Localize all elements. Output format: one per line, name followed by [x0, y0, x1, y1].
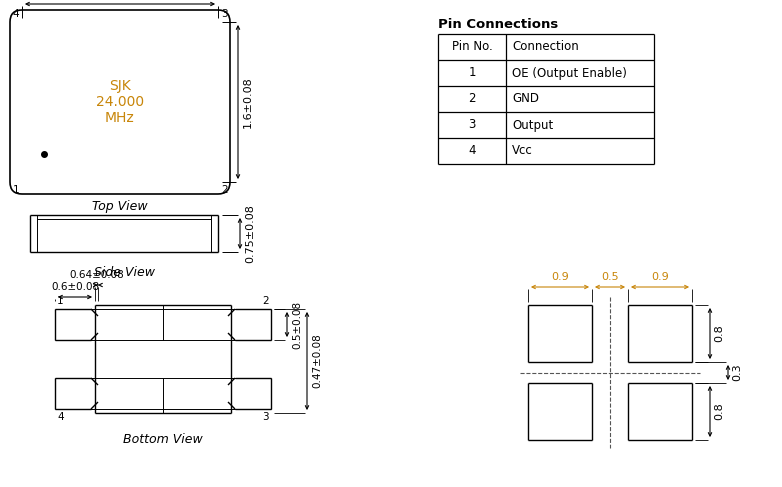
Text: 2: 2	[263, 296, 269, 306]
Text: Bottom View: Bottom View	[123, 433, 203, 446]
Text: 3: 3	[221, 9, 228, 19]
Text: SJK: SJK	[109, 79, 131, 93]
Text: Pin No.: Pin No.	[452, 40, 493, 54]
FancyBboxPatch shape	[10, 10, 230, 194]
Text: 4: 4	[468, 145, 475, 157]
Text: Connection: Connection	[512, 40, 579, 54]
Text: Output: Output	[512, 118, 553, 131]
Text: 0.5: 0.5	[601, 272, 619, 282]
Text: 3: 3	[468, 118, 475, 131]
Text: 2: 2	[221, 185, 228, 195]
Text: 0.64±0.08: 0.64±0.08	[69, 270, 124, 280]
Text: 0.9: 0.9	[651, 272, 669, 282]
Text: 24.000: 24.000	[96, 95, 144, 109]
Text: 0.3: 0.3	[732, 364, 742, 381]
Text: 0.5±0.08: 0.5±0.08	[292, 300, 302, 349]
Text: 0.6±0.08: 0.6±0.08	[51, 282, 99, 292]
Text: Top View: Top View	[92, 200, 148, 213]
Text: 0.8: 0.8	[714, 325, 724, 342]
Text: 0.9: 0.9	[551, 272, 569, 282]
Text: 0.8: 0.8	[714, 403, 724, 420]
Text: 2: 2	[468, 93, 475, 106]
Text: MHz: MHz	[105, 111, 135, 125]
Text: Pin Connections: Pin Connections	[438, 18, 558, 31]
Text: 1: 1	[468, 67, 475, 79]
Text: 4: 4	[57, 412, 63, 422]
Text: 0.75±0.08: 0.75±0.08	[245, 204, 255, 263]
Text: Side View: Side View	[94, 266, 155, 279]
Text: 3: 3	[263, 412, 269, 422]
Text: 4: 4	[13, 9, 19, 19]
Text: 1.6±0.08: 1.6±0.08	[243, 76, 253, 128]
Text: 1: 1	[13, 185, 19, 195]
Text: 1: 1	[57, 296, 63, 306]
Text: Vcc: Vcc	[512, 145, 533, 157]
Text: GND: GND	[512, 93, 539, 106]
Text: 0.47±0.08: 0.47±0.08	[312, 334, 322, 388]
Text: OE (Output Enable): OE (Output Enable)	[512, 67, 627, 79]
